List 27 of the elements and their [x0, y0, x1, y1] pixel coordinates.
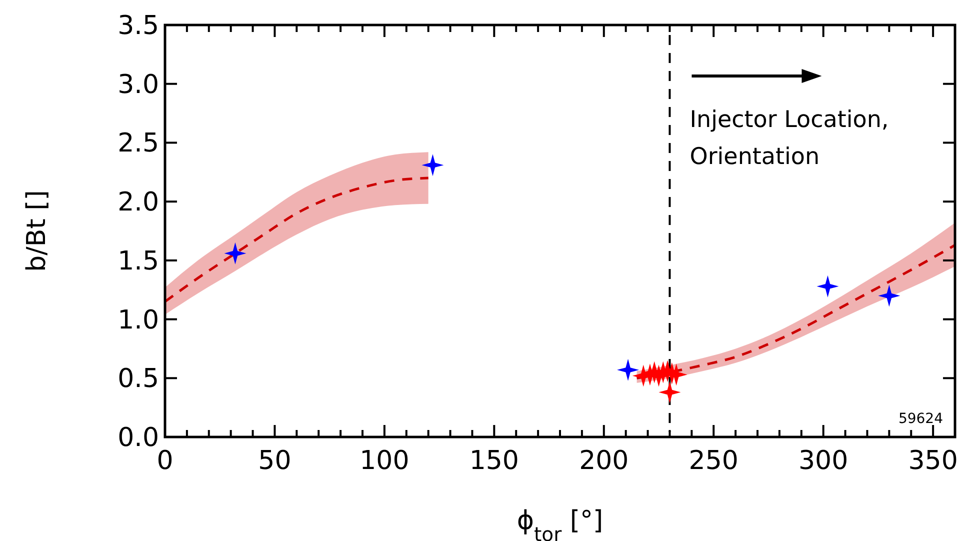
y-tick-label: 2.0 [118, 188, 159, 218]
y-tick-label: 3.0 [118, 70, 159, 100]
x-tick-label: 200 [579, 446, 629, 476]
x-axis-title: ϕ$_{tor}$ [°] [516, 506, 604, 541]
y-tick-label: 2.5 [118, 128, 159, 159]
point [422, 154, 444, 176]
y-tick-label: 0.0 [118, 423, 159, 453]
point [816, 275, 839, 298]
annotation: Injector Location, Orientation [690, 107, 889, 170]
x-tick-label: 350 [908, 446, 958, 476]
point [617, 358, 640, 381]
point [878, 284, 900, 307]
x-tick-label: 250 [688, 446, 738, 476]
point [224, 242, 246, 264]
line-series [164, 176, 430, 303]
annotation: 59624 [898, 411, 944, 427]
x-tick-label: 100 [360, 446, 410, 476]
point [658, 381, 681, 404]
y-tick-label: 3.5 [118, 11, 159, 41]
y-tick-label: 0.5 [118, 364, 159, 394]
y-tick-label: 1.0 [118, 305, 159, 336]
x-tick-label: 0 [156, 446, 174, 476]
x-tick-label: 50 [258, 446, 292, 476]
y-tick-label: 1.5 [118, 246, 159, 276]
y-axis-title: b/Bt [] [22, 190, 52, 272]
x-tick-label: 300 [798, 446, 848, 476]
x-tick-label: 150 [469, 446, 519, 476]
